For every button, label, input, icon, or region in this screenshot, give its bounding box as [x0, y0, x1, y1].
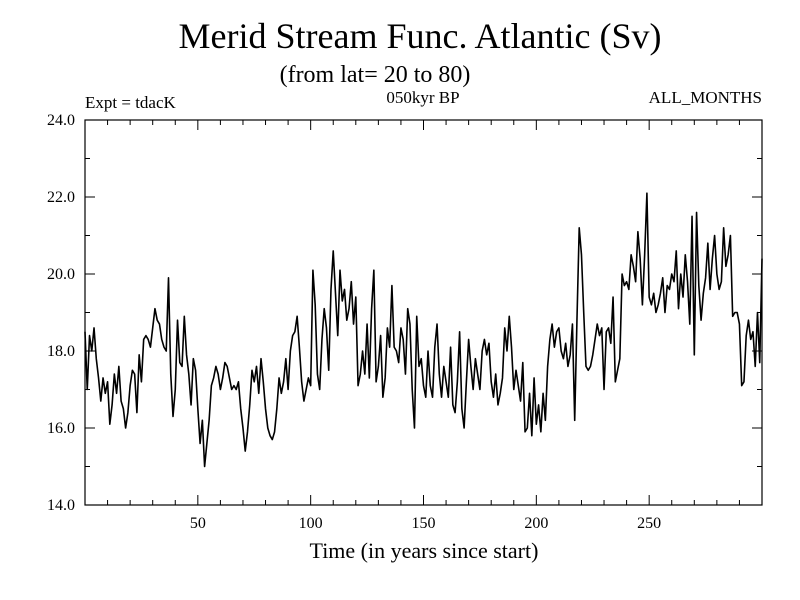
- x-tick-label: 100: [299, 515, 323, 532]
- x-tick-label: 150: [412, 515, 436, 532]
- y-tick-label: 18.0: [47, 343, 75, 360]
- chart-title: Merid Stream Func. Atlantic (Sv): [179, 16, 662, 56]
- chart-subtitle: (from lat= 20 to 80): [280, 62, 471, 88]
- x-axis-label: Time (in years since start): [310, 538, 539, 563]
- x-tick-labels: 50 100 150 200 250: [190, 515, 661, 532]
- x-tick-label: 250: [637, 515, 661, 532]
- series-line: [84, 192, 763, 468]
- plot-frame: [84, 119, 763, 506]
- y-tick-label: 16.0: [47, 420, 75, 437]
- x-tick-label: 50: [190, 515, 206, 532]
- period-label: 050kyr BP: [386, 88, 459, 107]
- experiment-label: Expt = tdacK: [85, 93, 177, 112]
- y-tick-label: 20.0: [47, 266, 75, 283]
- y-tick-label: 22.0: [47, 189, 75, 206]
- x-tick-label: 200: [524, 515, 548, 532]
- y-tick-labels: 14.0 16.0 18.0 20.0 22.0 24.0: [47, 112, 75, 514]
- y-tick-label: 24.0: [47, 112, 75, 129]
- months-label: ALL_MONTHS: [649, 88, 762, 107]
- axis-ticks: [85, 119, 762, 506]
- y-tick-label: 14.0: [47, 497, 75, 514]
